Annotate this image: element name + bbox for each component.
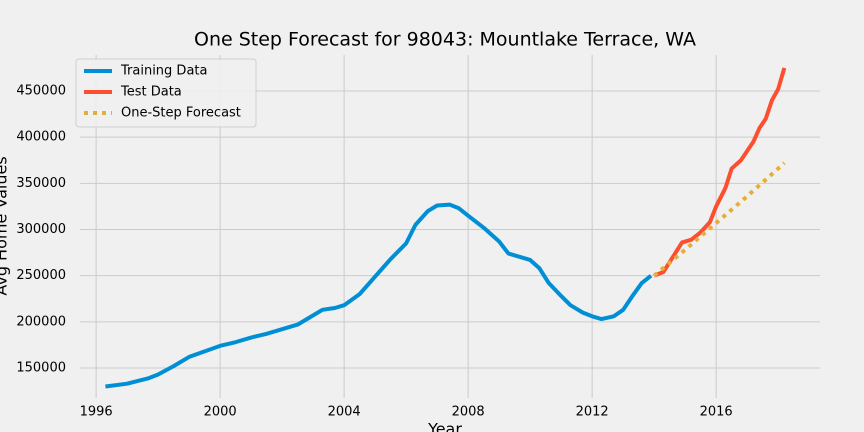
x-tick-label: 2004 (328, 405, 361, 420)
chart-title: One Step Forecast for 98043: Mountlake T… (194, 29, 696, 51)
x-tick-label: 2000 (204, 405, 237, 420)
x-tick-label: 2008 (452, 405, 485, 420)
x-tick-label: 2016 (700, 405, 733, 420)
legend-box (75, 58, 257, 128)
y-axis-label: Avg Home Values (0, 156, 11, 295)
line-series (653, 67, 787, 278)
legend: Training Data Test Data One-Step Forecast (75, 58, 257, 128)
legend-label: Training Data (120, 64, 207, 79)
y-tick-label: 350000 (16, 176, 66, 191)
y-tick-label: 150000 (16, 360, 66, 375)
legend-label: One-Step Forecast (121, 106, 241, 121)
y-tick-label: 450000 (16, 84, 66, 99)
line-series (652, 161, 786, 278)
x-axis-label: Year (427, 420, 462, 432)
x-tick-label: 2012 (576, 405, 609, 420)
y-tick-label: 400000 (16, 130, 66, 145)
line-series (105, 202, 653, 389)
y-tick-label: 200000 (16, 314, 66, 329)
y-tick-label: 300000 (16, 222, 66, 237)
y-tick-label: 250000 (16, 268, 66, 283)
legend-label: Test Data (120, 85, 182, 100)
x-tick-label: 1996 (80, 405, 113, 420)
